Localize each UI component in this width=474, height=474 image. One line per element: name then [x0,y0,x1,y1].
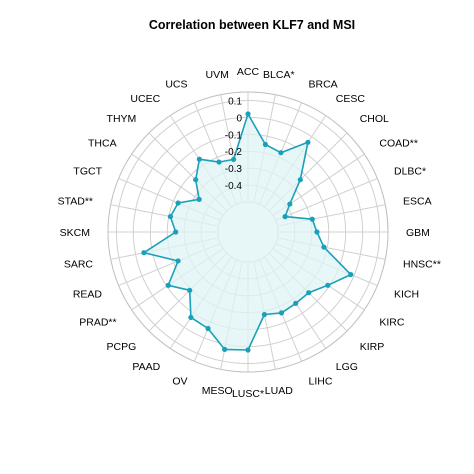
category-label-26: TGCT [73,165,102,177]
category-label-15: LUAD [265,385,293,397]
data-point-12 [306,290,312,296]
category-label-31: UVM [206,69,229,81]
radial-tick-label-3: -0.2 [225,147,243,158]
category-label-3: CESC [336,93,366,105]
category-label-0: ACC [237,66,260,78]
data-point-0 [245,111,251,117]
category-label-2: BRCA [309,78,338,90]
category-label-11: KIRC [379,316,405,328]
category-label-9: HNSC** [403,258,441,270]
data-point-31 [230,156,237,163]
category-label-5: COAD** [379,138,418,150]
data-point-7 [309,216,315,222]
category-label-25: STAD** [58,196,93,208]
data-point-18 [205,325,211,332]
data-point-24 [173,229,179,235]
data-point-29 [196,156,202,162]
data-point-16 [245,347,251,353]
spoke-6 [275,177,378,221]
category-label-12: KIRP [360,341,385,353]
data-point-9 [321,244,327,250]
radar-points [141,111,354,353]
data-point-23 [141,250,147,256]
category-label-13: LGG [336,361,358,373]
data-point-28 [193,177,199,183]
radial-tick-label-1: 0 [236,113,242,124]
data-point-3 [305,139,311,145]
category-label-16: LUSC* [232,388,264,400]
data-point-6 [282,214,288,220]
data-point-15 [261,311,268,318]
data-point-27 [196,196,202,202]
data-point-20 [187,287,193,293]
data-point-26 [175,200,181,206]
radial-tick-label-2: -0.1 [225,130,243,141]
category-label-27: THCA [88,138,117,150]
data-point-8 [314,229,320,235]
data-point-14 [278,310,285,316]
data-point-4 [297,177,303,183]
data-point-22 [175,258,181,264]
radial-tick-label-4: -0.3 [225,164,243,175]
category-label-24: SKCM [60,227,90,239]
radial-tick-labels: 0.1 0 -0.1 -0.2 -0.3 -0.4 [225,96,243,192]
category-label-8: GBM [406,227,430,239]
data-point-30 [216,159,222,165]
category-label-6: DLBC* [394,165,426,177]
category-label-29: UCEC [130,93,160,105]
category-label-30: UCS [165,78,187,90]
chart-title: Correlation between KLF7 and MSI [149,18,355,32]
data-point-2 [278,150,284,156]
category-label-18: OV [172,376,187,388]
category-label-22: READ [73,289,103,301]
data-point-11 [325,282,331,288]
series-fill [143,114,351,350]
category-label-1: BLCA* [263,69,295,81]
category-label-23: SARC [64,258,94,270]
data-point-21 [165,282,171,288]
data-point-1 [262,141,269,148]
category-label-10: KICH [394,289,419,301]
category-label-17: MESO [202,385,233,397]
category-label-28: THYM [107,113,137,125]
data-point-19 [188,314,194,321]
category-label-4: CHOL [360,113,389,125]
data-point-10 [348,271,354,278]
data-point-17 [222,346,228,352]
data-point-5 [287,201,293,207]
category-label-19: PAAD [132,361,160,373]
data-point-13 [293,300,299,306]
radial-tick-label-5: -0.4 [225,181,243,192]
radial-tick-label-0: 0.1 [228,96,242,107]
category-label-21: PRAD** [79,316,116,328]
category-label-14: LIHC [309,376,333,388]
category-label-20: PCPG [107,341,137,353]
category-labels: ACC BLCA* BRCA CESC CHOL COAD** DLBC* ESCA GBM HN… [58,66,441,400]
data-point-25 [167,213,174,220]
category-label-7: ESCA [403,196,432,208]
